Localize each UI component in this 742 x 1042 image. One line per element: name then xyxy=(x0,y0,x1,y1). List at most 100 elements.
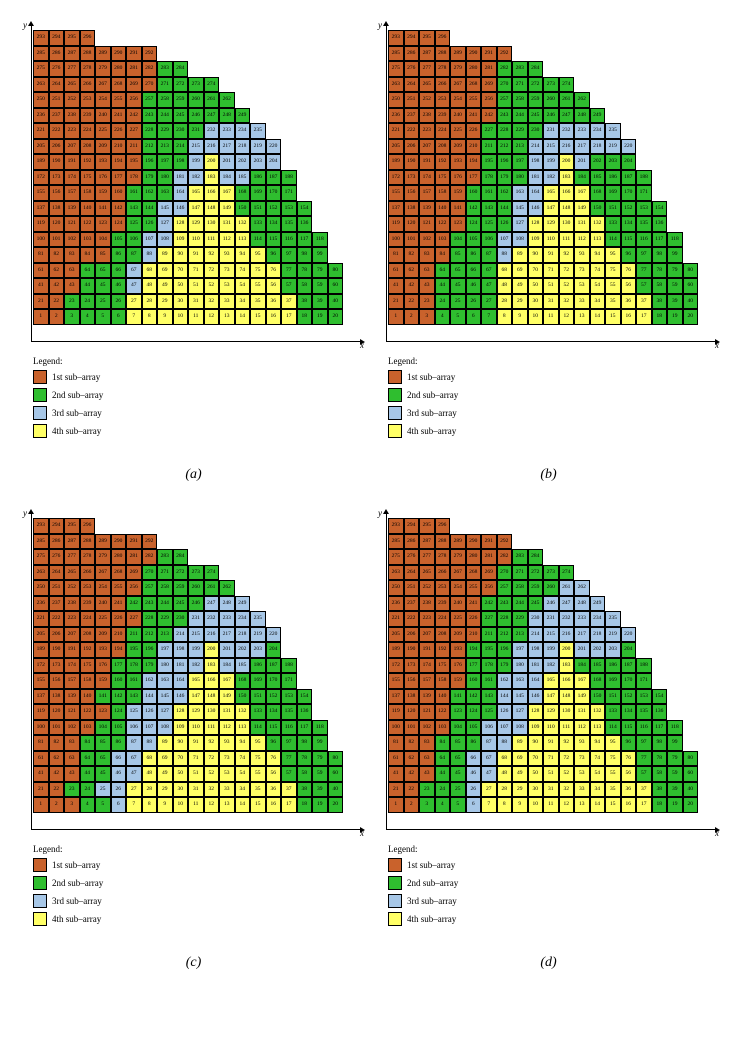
cell: 45 xyxy=(95,766,111,782)
cell: 208 xyxy=(435,139,451,155)
cell: 242 xyxy=(481,596,497,612)
cell: 189 xyxy=(388,154,404,170)
cell: 30 xyxy=(173,782,189,798)
cell: 26 xyxy=(466,294,482,310)
cell: 216 xyxy=(559,139,575,155)
cell: 19 xyxy=(312,309,328,325)
cell: 70 xyxy=(173,751,189,767)
cell: 122 xyxy=(435,216,451,232)
cell: 4 xyxy=(435,797,451,813)
cell: 74 xyxy=(235,263,251,279)
cell: 14 xyxy=(235,797,251,813)
cell: 243 xyxy=(142,108,158,124)
cell: 6 xyxy=(111,797,127,813)
cell: 90 xyxy=(173,247,189,263)
cell: 244 xyxy=(157,596,173,612)
cell: 249 xyxy=(590,596,606,612)
legend-label: 3rd sub–array xyxy=(52,896,102,906)
cell: 289 xyxy=(95,534,111,550)
cell: 209 xyxy=(95,139,111,155)
cell: 89 xyxy=(512,247,528,263)
cell: 88 xyxy=(142,247,158,263)
cell: 240 xyxy=(95,596,111,612)
cell: 98 xyxy=(297,735,313,751)
cell: 95 xyxy=(250,247,266,263)
cell: 129 xyxy=(543,704,559,720)
cell: 283 xyxy=(157,61,173,77)
cell: 180 xyxy=(157,658,173,674)
cell: 78 xyxy=(652,751,668,767)
cell: 3 xyxy=(64,797,80,813)
legend-swatch xyxy=(388,876,402,890)
cell: 20 xyxy=(683,797,699,813)
cell: 207 xyxy=(64,627,80,643)
cell: 259 xyxy=(173,580,189,596)
cell: 169 xyxy=(605,185,621,201)
cell: 241 xyxy=(111,596,127,612)
cell: 113 xyxy=(590,232,606,248)
cell: 187 xyxy=(621,658,637,674)
cell: 140 xyxy=(80,689,96,705)
cell: 76 xyxy=(266,263,282,279)
cell: 88 xyxy=(497,735,513,751)
cell: 128 xyxy=(173,704,189,720)
cell: 105 xyxy=(111,720,127,736)
cell: 264 xyxy=(49,565,65,581)
cell: 220 xyxy=(621,627,637,643)
cell: 46 xyxy=(111,278,127,294)
cell: 106 xyxy=(481,720,497,736)
cell: 239 xyxy=(435,596,451,612)
cell: 229 xyxy=(512,611,528,627)
cell: 150 xyxy=(590,201,606,217)
cell: 25 xyxy=(450,782,466,798)
cell: 171 xyxy=(636,185,652,201)
cell: 203 xyxy=(250,642,266,658)
cell: 53 xyxy=(574,766,590,782)
cell: 248 xyxy=(574,108,590,124)
cell: 182 xyxy=(543,170,559,186)
cell: 69 xyxy=(157,263,173,279)
cell: 54 xyxy=(590,766,606,782)
cell: 27 xyxy=(481,294,497,310)
cell: 68 xyxy=(497,263,513,279)
cell: 70 xyxy=(528,263,544,279)
cell: 138 xyxy=(49,201,65,217)
cell: 258 xyxy=(512,92,528,108)
cell: 94 xyxy=(235,735,251,751)
cell: 250 xyxy=(388,580,404,596)
cell: 45 xyxy=(450,278,466,294)
cell: 49 xyxy=(157,278,173,294)
cell: 151 xyxy=(605,689,621,705)
cell: 144 xyxy=(142,689,158,705)
cell: 257 xyxy=(497,580,513,596)
cell: 192 xyxy=(435,642,451,658)
cell: 124 xyxy=(111,216,127,232)
cell: 205 xyxy=(388,627,404,643)
cell: 30 xyxy=(173,294,189,310)
cell: 224 xyxy=(435,123,451,139)
cell: 72 xyxy=(559,751,575,767)
cell: 167 xyxy=(219,185,235,201)
cell: 233 xyxy=(574,123,590,139)
cell: 269 xyxy=(481,77,497,93)
cell: 66 xyxy=(111,751,127,767)
cell: 130 xyxy=(204,216,220,232)
legend-row: 1st sub–array xyxy=(388,858,721,872)
cell: 123 xyxy=(95,704,111,720)
cell: 279 xyxy=(450,61,466,77)
cell: 12 xyxy=(559,797,575,813)
cell: 4 xyxy=(80,797,96,813)
cell: 74 xyxy=(590,751,606,767)
cell: 70 xyxy=(173,263,189,279)
cell: 33 xyxy=(219,294,235,310)
cell: 163 xyxy=(512,673,528,689)
cell: 86 xyxy=(466,247,482,263)
cell: 289 xyxy=(450,534,466,550)
cell: 1 xyxy=(388,309,404,325)
cell: 248 xyxy=(574,596,590,612)
cell: 217 xyxy=(219,139,235,155)
legend-row: 4th sub–array xyxy=(33,424,366,438)
cell: 261 xyxy=(204,92,220,108)
legend-row: 3rd sub–array xyxy=(388,894,721,908)
cell: 75 xyxy=(250,751,266,767)
